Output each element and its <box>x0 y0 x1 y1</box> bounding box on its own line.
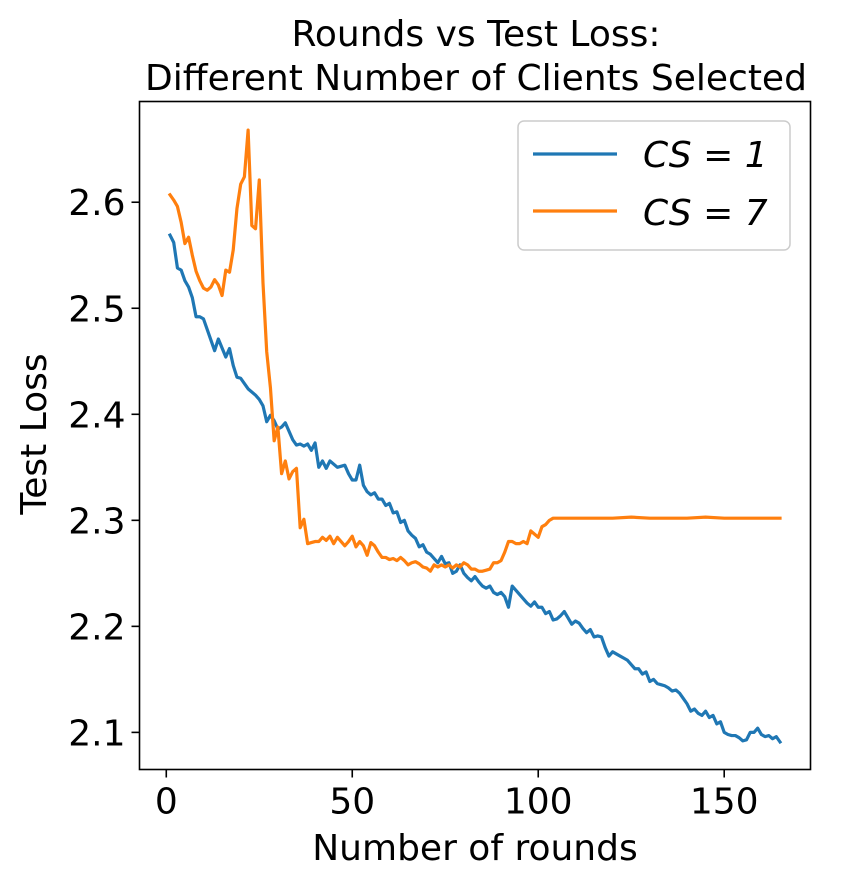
series-line-cs1 <box>167 232 783 745</box>
x-axis-label: Number of rounds <box>312 828 637 869</box>
series-layer <box>167 128 783 745</box>
y-tick-label: 2.5 <box>68 289 125 330</box>
y-tick-label: 2.6 <box>68 183 125 224</box>
y-tick-label: 2.2 <box>68 607 125 648</box>
ticks-layer: 0 50 100 150 2.1 2.2 2.3 2.4 2.5 2.6 <box>68 183 758 822</box>
x-tick-label: 100 <box>504 782 573 823</box>
x-tick-label: 50 <box>329 782 375 823</box>
legend-label-cs7: CS = 7 <box>643 193 768 234</box>
y-axis-label: Test Loss <box>14 353 55 515</box>
series-line-cs7 <box>167 128 782 573</box>
y-tick-label: 2.4 <box>68 395 125 436</box>
y-tick-label: 2.1 <box>68 713 125 754</box>
chart-title: Rounds vs Test Loss: <box>291 14 660 55</box>
y-tick-label: 2.3 <box>68 501 125 542</box>
legend-label-cs1: CS = 1 <box>643 135 768 176</box>
x-tick-label: 0 <box>155 782 178 823</box>
legend: CS = 1 CS = 7 <box>517 120 791 251</box>
plot-frame <box>138 100 812 771</box>
x-tick-label: 150 <box>690 782 759 823</box>
chart-subtitle: Different Number of Clients Selected <box>145 58 807 99</box>
